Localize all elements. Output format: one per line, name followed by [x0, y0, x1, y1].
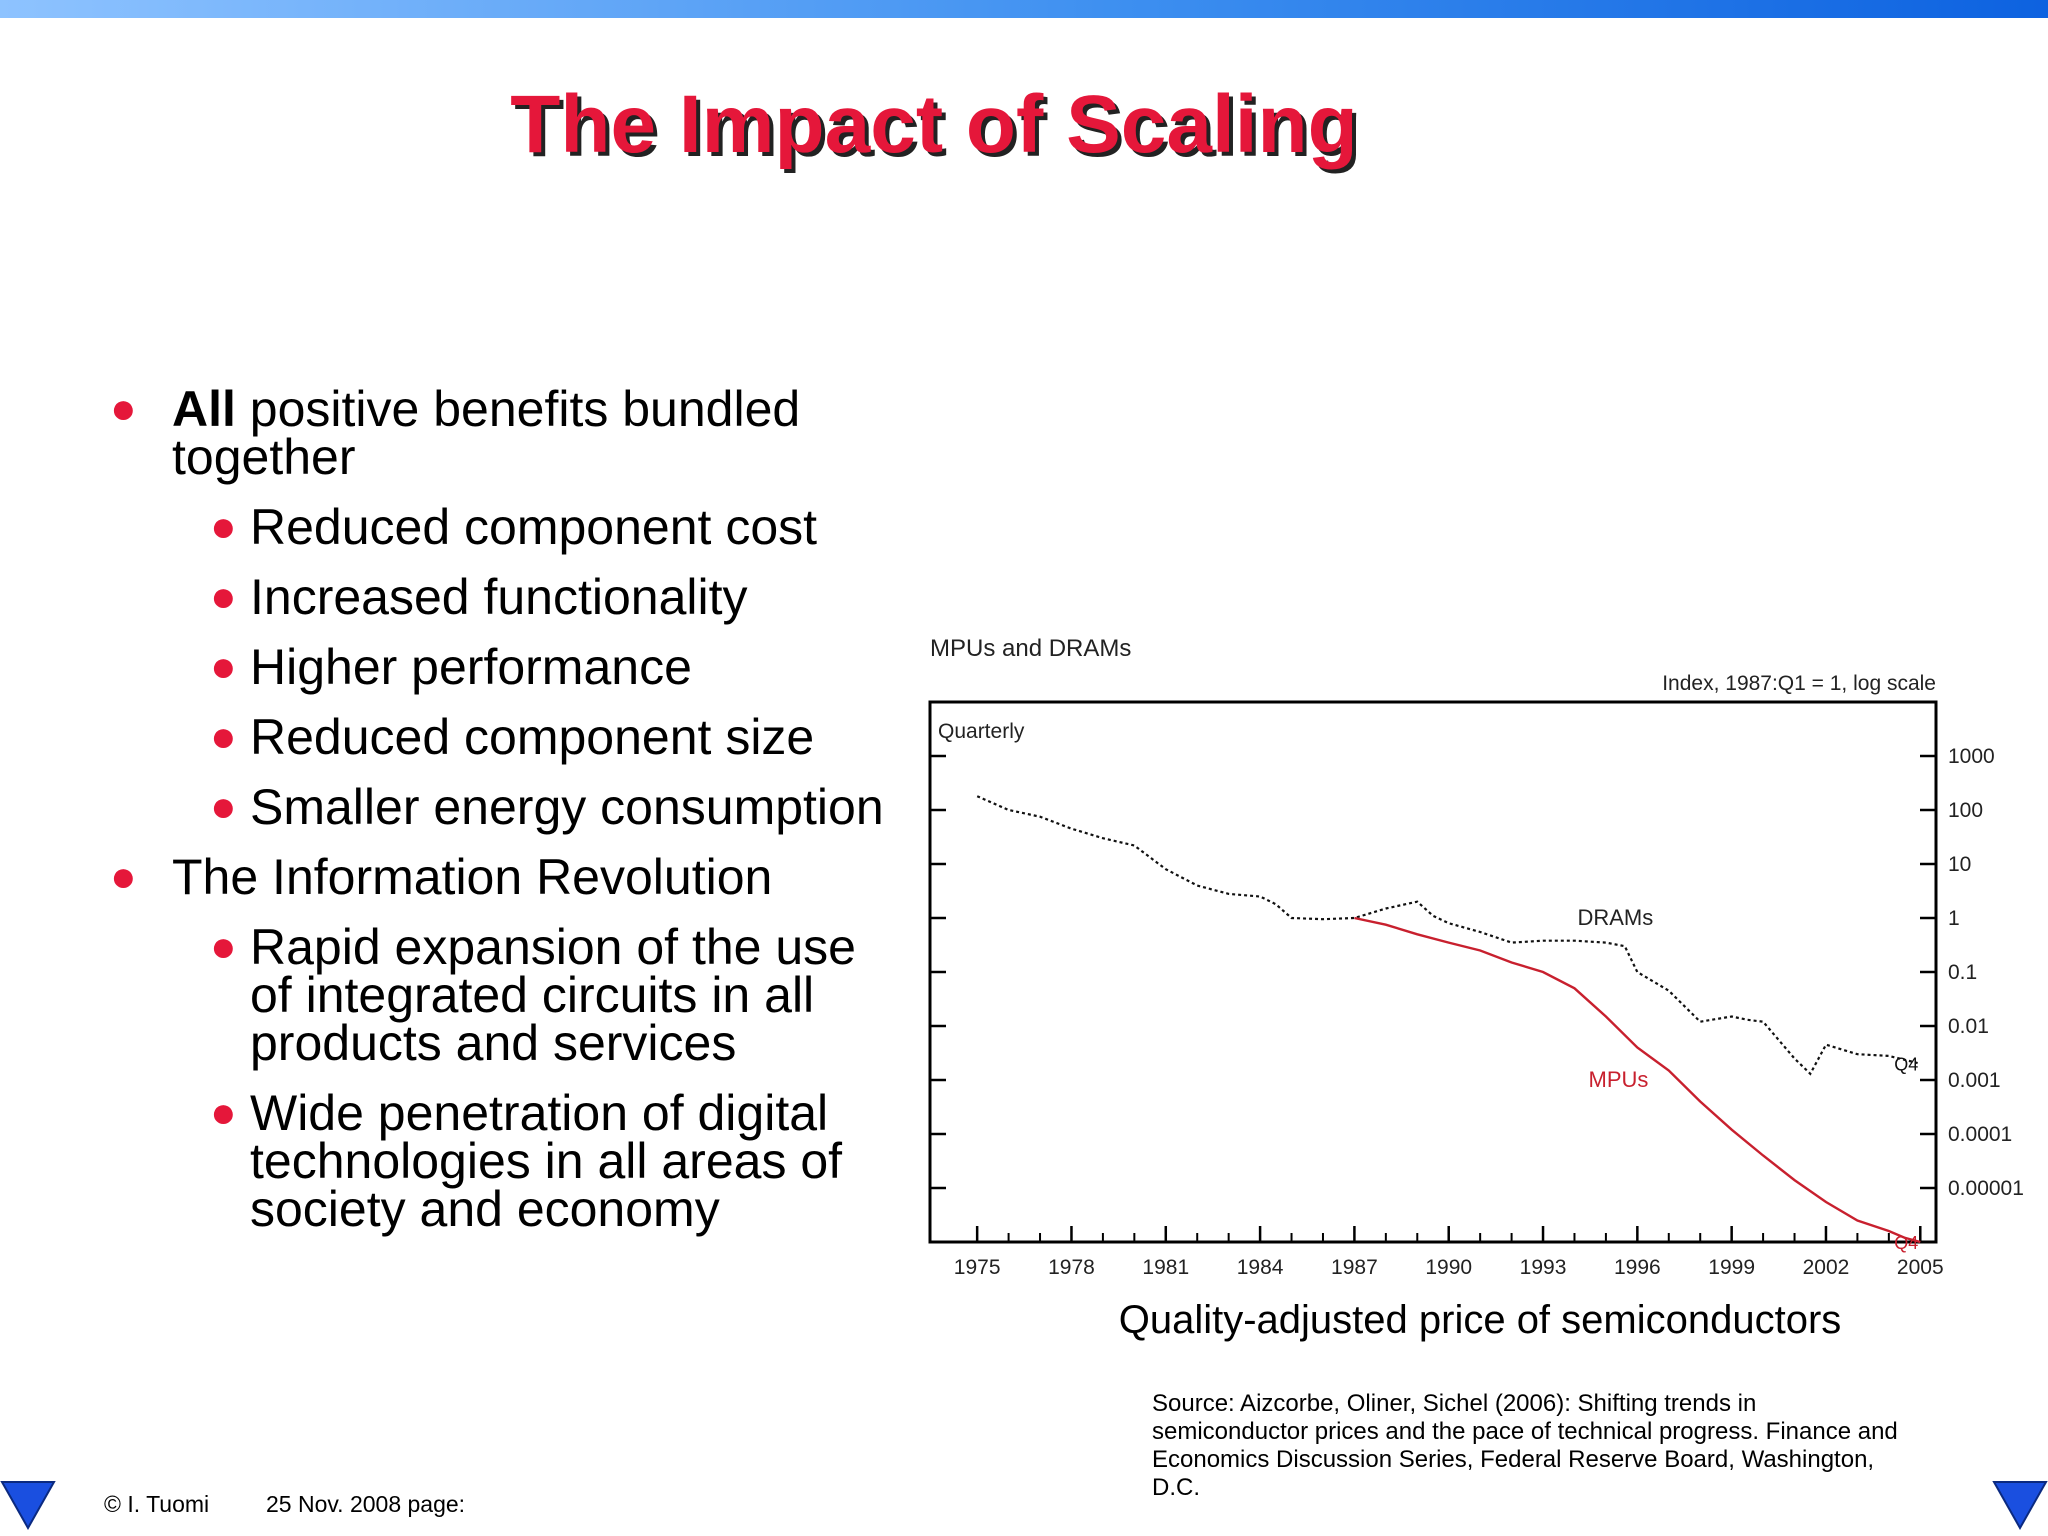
- slide-title: The Impact of Scaling: [510, 79, 1358, 170]
- previous-slide-icon[interactable]: [0, 1480, 56, 1530]
- bullet-item: ● The Information Revolution: [110, 852, 900, 902]
- chart-caption: Quality-adjusted price of semiconductors: [1118, 1298, 1842, 1342]
- bullet-text: Wide penetration of digital technologies…: [250, 1085, 843, 1237]
- semiconductor-price-chart: MPUs and DRAMs Index, 1987:Q1 = 1, log s…: [928, 635, 2024, 1279]
- bullet-dot-icon: ●: [210, 712, 237, 761]
- footer-author: © I. Tuomi: [104, 1491, 210, 1517]
- x-tick-label: 1987: [1331, 1256, 1378, 1279]
- frequency-label: Quarterly: [938, 720, 1025, 743]
- bullet-dot-icon: ●: [210, 922, 237, 971]
- y-tick-label: 0.01: [1948, 1015, 1989, 1038]
- x-tick-label: 1996: [1614, 1256, 1661, 1279]
- bullet-dot-icon: ●: [210, 782, 237, 831]
- bullet-bold-text: All: [172, 381, 236, 437]
- bullet-dot-icon: ●: [210, 642, 237, 691]
- bullet-dot-icon: ●: [110, 852, 137, 901]
- chart-title: MPUs and DRAMs: [930, 635, 1131, 662]
- series-label-drams: DRAMs: [1577, 905, 1653, 930]
- footer-date-page: 25 Nov. 2008 page:: [266, 1491, 466, 1517]
- sub-bullet-item: ● Higher performance: [110, 642, 900, 692]
- chart-series: Q4 Q4 DRAMs MPUs: [976, 795, 1921, 1253]
- bullet-item: ● All positive benefits bundled together: [110, 384, 900, 482]
- bullet-text: The Information Revolution: [172, 849, 773, 905]
- y-tick-label: 1: [1948, 907, 1960, 930]
- y-tick-label: 0.001: [1948, 1069, 2001, 1092]
- bullet-dot-icon: ●: [210, 572, 237, 621]
- chart-axes: 1975 1978 1981 1984 1987 1990 1993 1996 1999 2002…: [930, 745, 2024, 1279]
- series-label-mpus: MPUs: [1589, 1067, 1649, 1092]
- x-tick-label: 1978: [1048, 1256, 1095, 1279]
- x-tick-label: 1975: [954, 1256, 1001, 1279]
- x-tick-label: 2002: [1803, 1256, 1850, 1279]
- source-citation: Source: Aizcorbe, Oliner, Sichel (2006):…: [1152, 1390, 1898, 1501]
- y-tick-label: 1000: [1948, 745, 1995, 768]
- sub-bullet-item: ● Reduced component cost: [110, 502, 900, 552]
- plot-frame: [928, 700, 1938, 1244]
- y-tick-label: 10: [1948, 853, 1971, 876]
- bullet-text: Reduced component size: [250, 709, 815, 765]
- series-line-mpus: [1354, 916, 1921, 1244]
- x-tick-label: 1981: [1142, 1256, 1189, 1279]
- x-tick-label: 1990: [1425, 1256, 1472, 1279]
- bullet-text: Reduced component cost: [250, 499, 818, 555]
- x-tick-label: 1993: [1520, 1256, 1567, 1279]
- bullet-text: Rapid expansion of the use of integrated…: [250, 919, 856, 1071]
- series-end-label: Q4: [1894, 1233, 1918, 1253]
- sub-bullet-item: ● Smaller energy consumption: [110, 782, 900, 832]
- bullet-text: Smaller energy consumption: [250, 779, 884, 835]
- next-slide-icon[interactable]: [1992, 1480, 2048, 1530]
- bullet-list: ● All positive benefits bundled together…: [110, 384, 900, 1255]
- sub-bullet-item: ● Rapid expansion of the use of integrat…: [110, 922, 900, 1068]
- bullet-text: positive benefits bundled together: [172, 381, 801, 485]
- series-line-drams: [976, 795, 1921, 1076]
- chart-subtitle: Index, 1987:Q1 = 1, log scale: [1662, 672, 1936, 695]
- top-gradient-bar: [0, 0, 2048, 18]
- y-tick-label: 0.00001: [1948, 1177, 2024, 1200]
- sub-bullet-item: ● Reduced component size: [110, 712, 900, 762]
- y-tick-label: 100: [1948, 799, 1983, 822]
- y-tick-label: 0.0001: [1948, 1123, 2012, 1146]
- x-tick-label: 1984: [1237, 1256, 1284, 1279]
- sub-bullet-item: ● Wide penetration of digital technologi…: [110, 1088, 900, 1234]
- x-tick-label: 2005: [1897, 1256, 1944, 1279]
- bullet-text: Increased functionality: [250, 569, 748, 625]
- bullet-dot-icon: ●: [210, 1088, 237, 1137]
- sub-bullet-item: ● Increased functionality: [110, 572, 900, 622]
- y-tick-label: 0.1: [1948, 961, 1977, 984]
- bullet-dot-icon: ●: [110, 384, 137, 433]
- x-tick-label: 1999: [1708, 1256, 1755, 1279]
- bullet-dot-icon: ●: [210, 502, 237, 551]
- series-end-label: Q4: [1894, 1055, 1918, 1075]
- bullet-text: Higher performance: [250, 639, 692, 695]
